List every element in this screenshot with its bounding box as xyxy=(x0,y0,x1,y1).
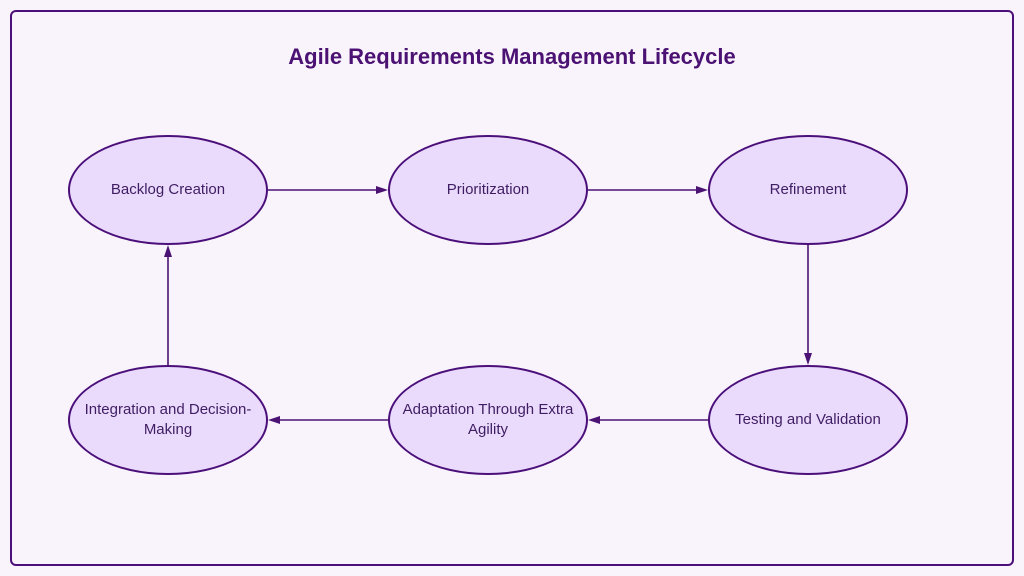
node-test: Testing and Validation xyxy=(708,365,908,475)
node-integrate: Integration and Decision-Making xyxy=(68,365,268,475)
node-label: Prioritization xyxy=(447,180,530,200)
node-label: Backlog Creation xyxy=(111,180,225,200)
node-label: Adaptation Through Extra Agility xyxy=(402,400,574,441)
diagram-canvas: Agile Requirements Management Lifecycle … xyxy=(0,0,1024,576)
node-adapt: Adaptation Through Extra Agility xyxy=(388,365,588,475)
node-prioritize: Prioritization xyxy=(388,135,588,245)
node-label: Testing and Validation xyxy=(735,410,881,430)
diagram-frame xyxy=(10,10,1014,566)
node-label: Refinement xyxy=(770,180,847,200)
diagram-title: Agile Requirements Management Lifecycle xyxy=(0,44,1024,70)
node-backlog: Backlog Creation xyxy=(68,135,268,245)
node-label: Integration and Decision-Making xyxy=(82,400,254,441)
node-refine: Refinement xyxy=(708,135,908,245)
